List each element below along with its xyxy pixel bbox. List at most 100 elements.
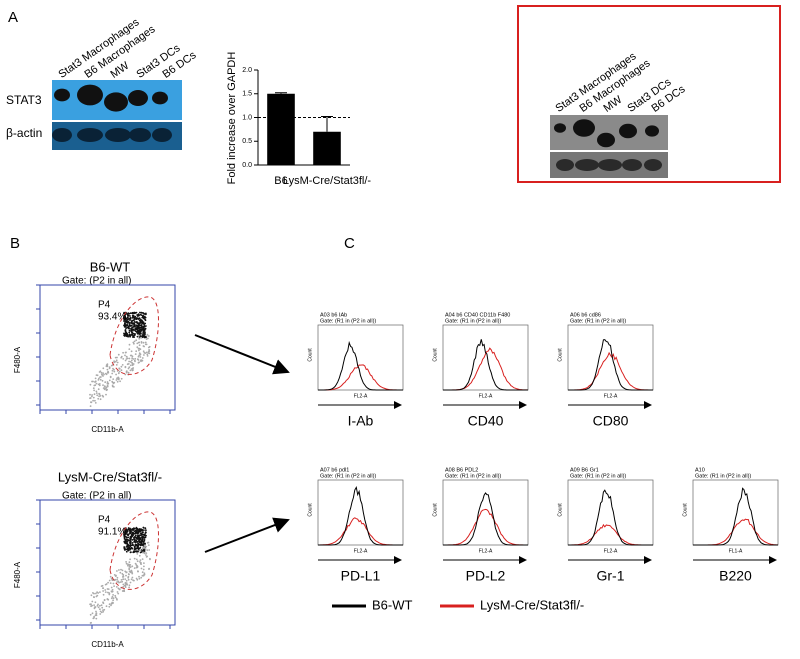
event-dot <box>95 392 98 394</box>
blot-band <box>77 128 103 142</box>
event-dot <box>108 603 111 606</box>
event-dot <box>129 564 132 566</box>
event-dot <box>133 329 135 332</box>
y-tick-label: 0.0 <box>242 162 252 169</box>
event-dot <box>125 539 127 542</box>
event-dot <box>133 324 136 326</box>
event-dot <box>135 558 138 561</box>
event-dot <box>110 586 113 589</box>
event-dot <box>95 374 98 376</box>
event-dot <box>129 361 132 363</box>
event-dot <box>94 399 96 402</box>
event-dot <box>124 365 127 368</box>
blot-band <box>54 88 70 102</box>
event-dot <box>138 317 141 320</box>
event-dot <box>128 348 131 350</box>
event-dot <box>113 370 116 373</box>
event-dot <box>138 541 141 544</box>
event-dot <box>115 364 118 366</box>
event-dot <box>123 320 125 322</box>
event-dot <box>105 605 108 608</box>
event-dot <box>133 334 136 337</box>
event-dot <box>133 548 136 551</box>
blot-band <box>619 123 637 139</box>
event-dot <box>144 319 147 322</box>
event-dot <box>125 574 127 577</box>
event-dot <box>103 388 106 391</box>
event-dot <box>135 530 138 533</box>
event-dot <box>122 358 125 360</box>
event-dot <box>125 371 128 374</box>
event-dot <box>91 394 93 396</box>
y-axis-label: F480-A <box>13 346 22 373</box>
y-axis-label: Count <box>557 503 563 517</box>
gate-label: Gate: (P2 in all) <box>62 276 131 287</box>
histogram-curve <box>443 508 528 546</box>
event-dot <box>126 542 129 545</box>
event-dot <box>131 357 134 359</box>
event-dot <box>125 571 128 573</box>
event-dot <box>93 384 96 387</box>
event-dot <box>140 333 143 336</box>
x-axis-label: FL2-A <box>604 548 618 554</box>
event-dot <box>90 621 92 624</box>
y-axis-label: Fold increase over GAPDH <box>226 52 238 185</box>
event-dot <box>94 377 97 380</box>
event-dot <box>125 579 128 582</box>
event-dot <box>124 570 127 573</box>
hist-gate: Gate: (R1 in (P2 in all)) <box>320 318 376 324</box>
event-dot <box>132 326 134 329</box>
event-dot <box>127 549 129 551</box>
event-dot <box>108 366 111 369</box>
event-dot <box>133 541 136 543</box>
event-dot <box>124 373 127 376</box>
event-dot <box>127 320 130 323</box>
event-dot <box>133 321 136 323</box>
event-dot <box>125 317 128 320</box>
event-dot <box>111 601 114 604</box>
hist-gate: Gate: (R1 in (P2 in all)) <box>570 473 626 479</box>
event-dot <box>138 352 141 355</box>
event-dot <box>134 353 137 355</box>
event-dot <box>147 544 150 546</box>
event-dot <box>131 363 134 365</box>
event-dot <box>136 531 139 534</box>
event-dot <box>111 588 114 591</box>
event-dot <box>92 380 94 383</box>
event-dot <box>89 383 92 386</box>
event-dot <box>124 329 127 331</box>
event-dot <box>125 532 127 534</box>
event-dot <box>98 377 100 380</box>
event-dot <box>141 359 144 362</box>
event-dot <box>125 548 127 551</box>
gate-name: P4 <box>98 300 111 311</box>
event-dot <box>107 581 109 584</box>
event-dot <box>139 354 142 356</box>
event-dot <box>102 372 104 374</box>
event-dot <box>121 572 124 575</box>
event-dot <box>128 567 131 570</box>
x-axis-label: FL2-A <box>354 393 368 399</box>
event-dot <box>122 590 124 592</box>
event-dot <box>131 539 134 541</box>
event-dot <box>126 316 129 318</box>
histogram-curve <box>693 487 778 546</box>
event-dot <box>128 532 131 534</box>
event-dot <box>126 326 129 329</box>
event-dot <box>105 373 108 376</box>
event-dot <box>118 588 121 590</box>
event-dot <box>112 599 114 602</box>
x-axis-label: FL2-A <box>604 393 618 399</box>
event-dot <box>97 603 99 606</box>
event-dot <box>125 324 128 326</box>
blot-band <box>152 91 168 105</box>
event-dot <box>129 369 132 372</box>
event-dot <box>128 333 131 336</box>
event-dot <box>134 330 137 333</box>
event-dot <box>93 607 96 610</box>
event-dot <box>102 384 104 386</box>
event-dot <box>141 326 143 329</box>
plot-frame <box>442 479 529 546</box>
event-dot <box>104 385 106 388</box>
event-dot <box>148 345 151 348</box>
